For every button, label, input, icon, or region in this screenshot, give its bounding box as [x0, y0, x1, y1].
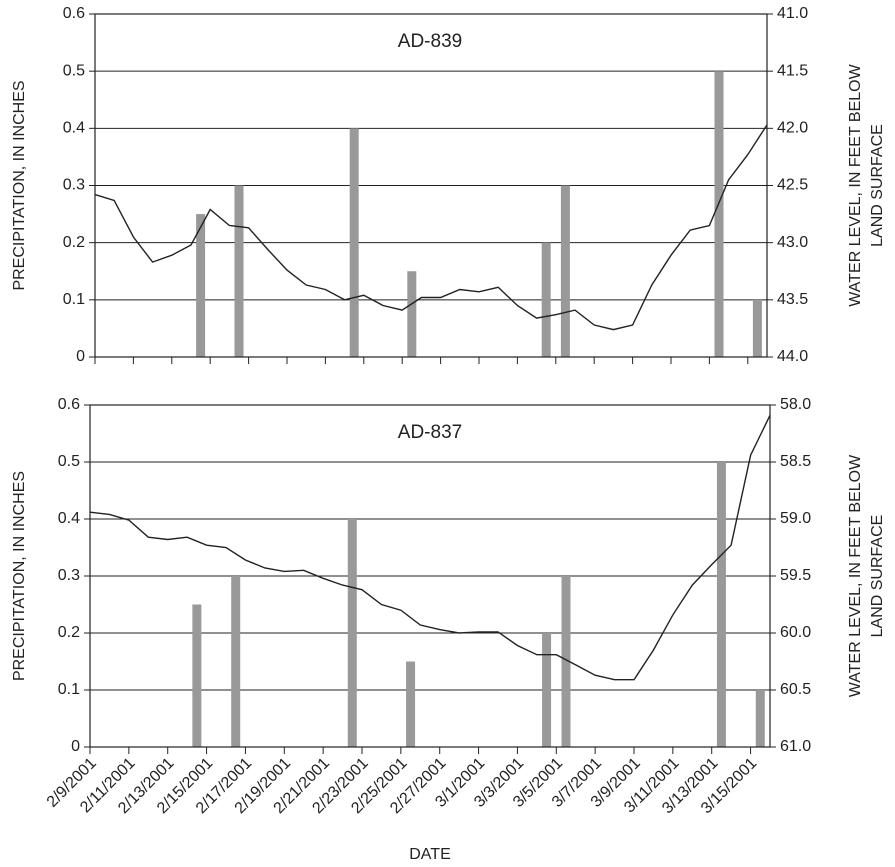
y2-tick-label: 58.5: [780, 453, 811, 470]
y2-tick-label: 61.0: [780, 738, 811, 755]
y2-tick-label: 60.0: [780, 624, 811, 641]
bar: [347, 519, 357, 747]
y-tick-label: 0.4: [63, 120, 85, 137]
y-tick-label: 0.3: [63, 177, 85, 194]
water-level-line: [94, 124, 768, 331]
y-tick-label: 0.2: [63, 234, 85, 251]
bar: [231, 576, 241, 747]
y2-tick-label: 42.5: [777, 177, 808, 194]
y-tick-label: 0.5: [58, 453, 80, 470]
y-tick-label: 0: [76, 348, 85, 365]
y2-tick-label: 43.0: [777, 234, 808, 251]
y-axis-label: PRECIPITATION, IN INCHES: [11, 471, 28, 681]
bar: [349, 128, 359, 357]
y-tick-label: 0.1: [63, 291, 85, 308]
chart-title: AD-839: [398, 31, 462, 52]
y-tick-label: 0.6: [63, 5, 85, 22]
y-tick-label: 0.2: [58, 624, 80, 641]
y2-axis-label: WATER LEVEL, IN FEET BELOW: [847, 63, 864, 306]
y-tick-label: 0: [71, 738, 80, 755]
y2-tick-label: 59.5: [780, 567, 811, 584]
bar: [192, 604, 202, 747]
y2-tick-label: 43.5: [777, 291, 808, 308]
bar: [406, 661, 416, 747]
bar: [542, 633, 552, 747]
chart-title: AD-837: [398, 422, 462, 443]
y-axis-label: PRECIPITATION, IN INCHES: [11, 80, 28, 290]
bar: [714, 71, 724, 358]
y2-tick-label: 59.0: [780, 510, 811, 527]
y-tick-label: 0.3: [58, 567, 80, 584]
y2-tick-label: 60.5: [780, 681, 811, 698]
y2-axis-label: LAND SURFACE: [869, 515, 886, 638]
y2-tick-label: 58.0: [780, 396, 811, 413]
bar: [560, 185, 570, 357]
x-axis-label: DATE: [409, 846, 450, 863]
bar: [755, 690, 765, 747]
y2-tick-label: 44.0: [777, 348, 808, 365]
y-tick-label: 0.4: [58, 510, 80, 527]
bar: [752, 299, 762, 357]
y2-tick-label: 41.0: [777, 5, 808, 22]
y-tick-label: 0.6: [58, 396, 80, 413]
bar: [541, 242, 551, 357]
bar: [234, 185, 244, 357]
bar: [716, 462, 726, 747]
plot-frame: [94, 13, 768, 358]
y-tick-label: 0.1: [58, 681, 80, 698]
plot-frame: [89, 404, 771, 748]
y2-axis-label: LAND SURFACE: [869, 124, 886, 247]
y2-axis-label: WATER LEVEL, IN FEET BELOW: [847, 454, 864, 697]
bar: [196, 214, 206, 357]
y2-tick-label: 42.0: [777, 120, 808, 137]
bar: [407, 271, 417, 357]
water-level-line: [89, 414, 771, 681]
bar: [561, 576, 571, 747]
y-tick-label: 0.5: [63, 62, 85, 79]
y2-tick-label: 41.5: [777, 62, 808, 79]
